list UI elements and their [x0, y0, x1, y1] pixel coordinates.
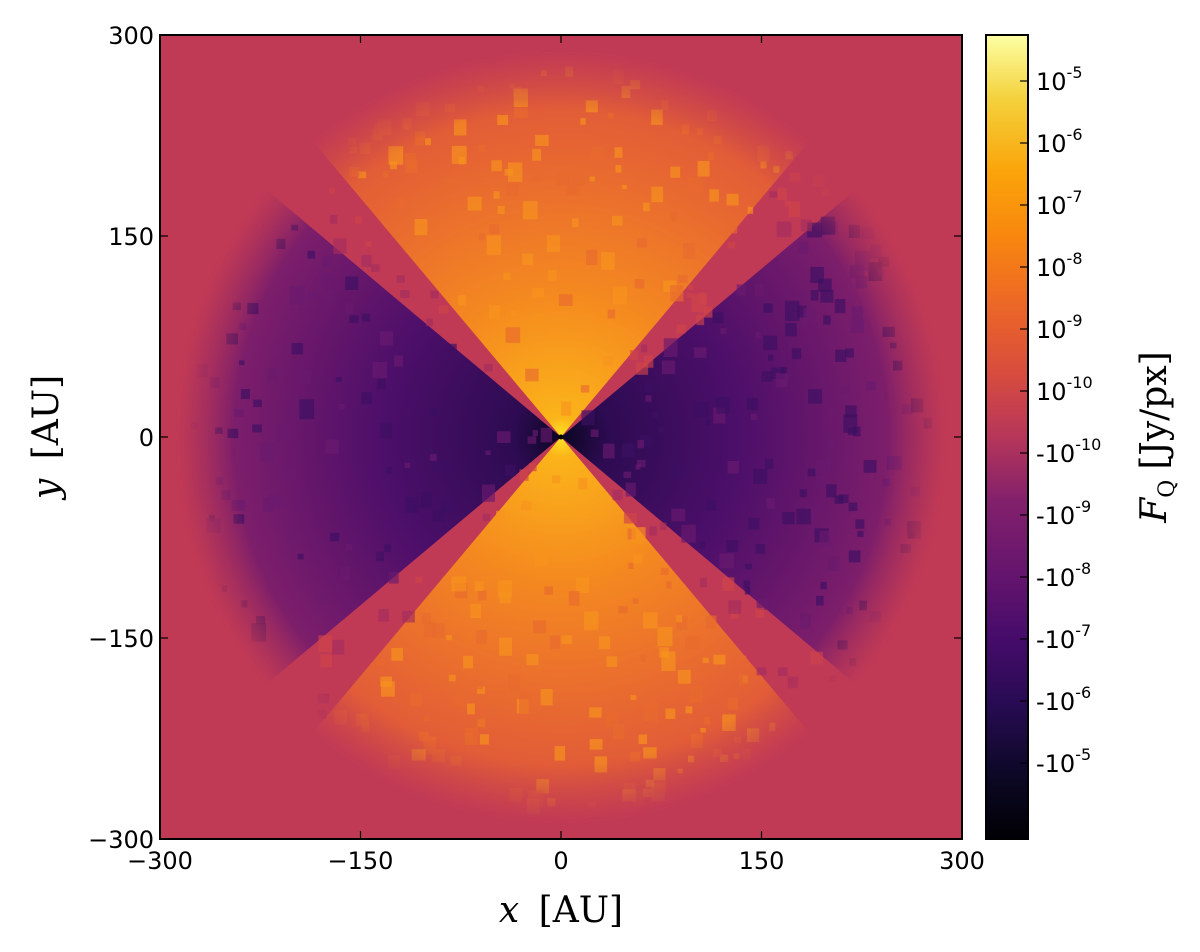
y-axis-title: y [AU]	[26, 375, 67, 501]
x-axis-title: x [AU]	[499, 890, 623, 931]
colorbar: 10-5 10-6 10-7 10-8 10-9 10-10 -10-10 -10-9 -10-…	[985, 34, 1180, 840]
colorbar-tick-label: -10-6	[1036, 683, 1091, 716]
x-ticks: −300 −150 0 150 300	[127, 35, 985, 875]
x-tick-label: 0	[553, 847, 568, 875]
colorbar-tick-label: 10-10	[1036, 373, 1093, 406]
y-tick-label: −150	[88, 625, 154, 653]
colorbar-tick-label: 10-7	[1036, 187, 1083, 220]
colorbar-ticks: 10-5 10-6 10-7 10-8 10-9 10-10 -10-10 -10-9 -10-…	[1020, 63, 1101, 778]
colorbar-tick-label: 10-9	[1036, 311, 1083, 344]
colorbar-tick-label: -10-5	[1036, 745, 1091, 778]
y-tick-label: −300	[88, 826, 154, 854]
colorbar-tick-label: 10-8	[1036, 249, 1083, 282]
x-tick-label: −300	[127, 847, 193, 875]
colorbar-tick-label: -10-8	[1036, 559, 1091, 592]
y-tick-label: 150	[108, 223, 154, 251]
colorbar-gradient	[985, 34, 1029, 840]
x-tick-label: 150	[739, 847, 785, 875]
colorbar-title: FQ[Jy/px]	[1134, 351, 1180, 523]
colorbar-tick-label: 10-6	[1036, 125, 1083, 158]
colorbar-tick-label: -10-10	[1036, 435, 1101, 468]
colorbar-tick-label: -10-9	[1036, 497, 1091, 530]
y-ticks: −300 −150 0 150 300	[88, 22, 962, 854]
y-tick-label: 0	[139, 424, 154, 452]
heatmap	[160, 35, 962, 839]
x-tick-label: 300	[939, 847, 985, 875]
y-tick-label: 300	[108, 22, 154, 50]
colorbar-tick-label: 10-5	[1036, 63, 1083, 96]
center-point	[558, 434, 564, 440]
x-tick-label: −150	[328, 847, 394, 875]
colorbar-tick-label: -10-7	[1036, 621, 1091, 654]
